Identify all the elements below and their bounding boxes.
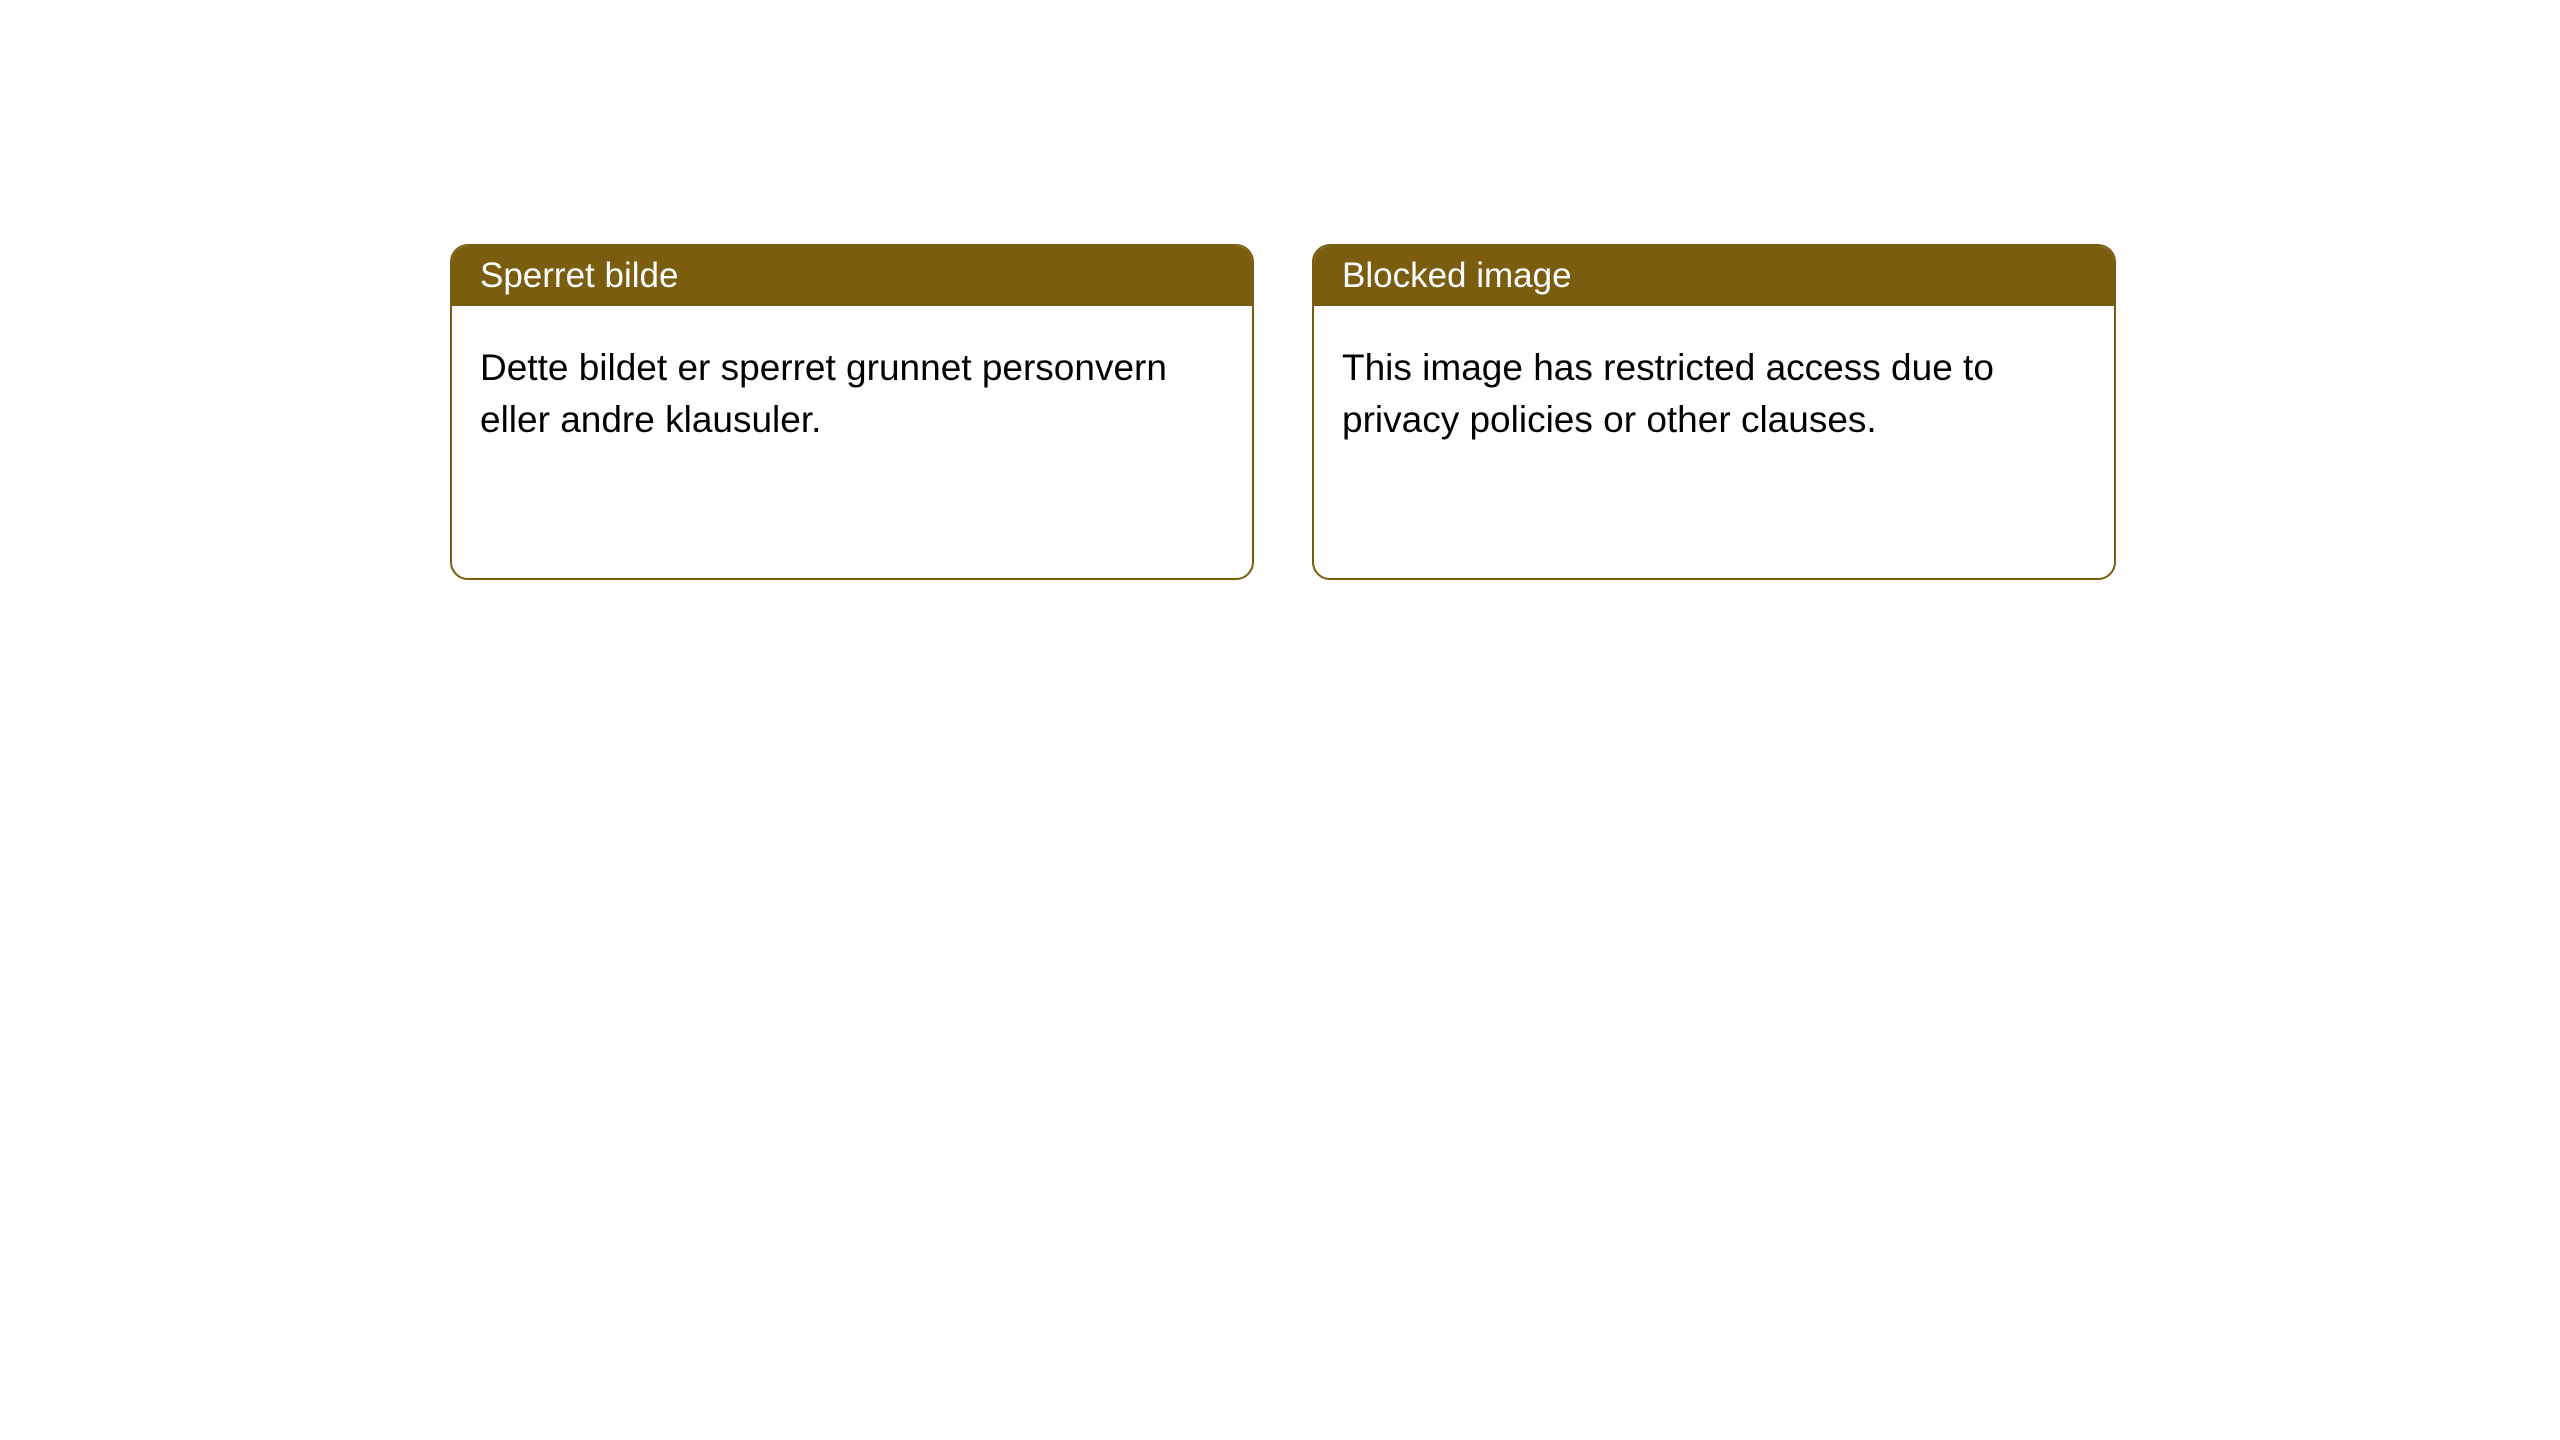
card-body-text: This image has restricted access due to … (1342, 347, 1994, 440)
card-body: This image has restricted access due to … (1314, 306, 2114, 482)
blocked-image-card-en: Blocked image This image has restricted … (1312, 244, 2116, 580)
card-body-text: Dette bildet er sperret grunnet personve… (480, 347, 1167, 440)
card-body: Dette bildet er sperret grunnet personve… (452, 306, 1252, 482)
card-title: Blocked image (1342, 256, 1572, 296)
card-header: Sperret bilde (452, 246, 1252, 306)
blocked-image-card-no: Sperret bilde Dette bildet er sperret gr… (450, 244, 1254, 580)
card-title: Sperret bilde (480, 256, 678, 296)
cards-container: Sperret bilde Dette bildet er sperret gr… (0, 0, 2560, 580)
card-header: Blocked image (1314, 246, 2114, 306)
